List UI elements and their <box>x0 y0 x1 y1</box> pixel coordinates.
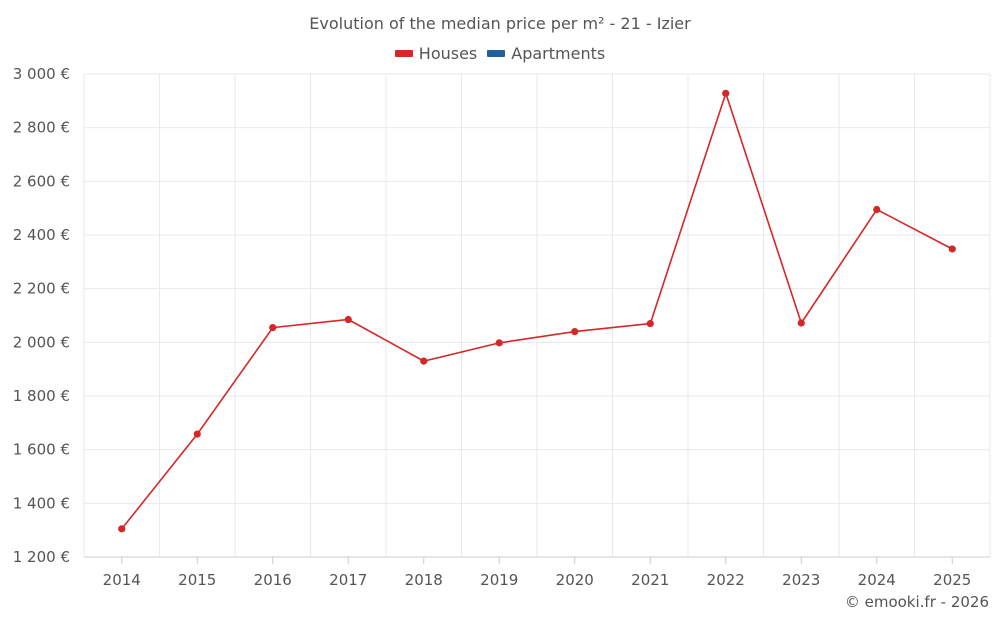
data-point-houses-2019 <box>495 339 503 347</box>
data-point-houses-2022 <box>722 89 730 97</box>
legend-label-houses: Houses <box>418 44 478 63</box>
legend-item-houses[interactable]: Houses <box>394 44 478 63</box>
y-tick-label: 3 000 € <box>13 65 70 83</box>
data-point-houses-2015 <box>193 430 201 438</box>
data-point-houses-2014 <box>118 525 126 533</box>
y-tick-label: 2 400 € <box>13 226 70 244</box>
x-tick-label: 2020 <box>556 571 594 589</box>
x-tick-label: 2024 <box>858 571 896 589</box>
data-point-houses-2023 <box>797 319 805 327</box>
x-tick-label: 2021 <box>631 571 669 589</box>
y-tick-label: 1 400 € <box>13 494 70 512</box>
series-line-houses <box>121 90 953 530</box>
y-tick-label: 2 200 € <box>13 280 70 298</box>
y-tick-label: 1 200 € <box>13 548 70 566</box>
data-point-houses-2018 <box>420 357 428 365</box>
y-tick-label: 2 800 € <box>13 119 70 137</box>
chart-title: Evolution of the median price per m² - 2… <box>309 14 691 33</box>
legend: Houses Apartments <box>0 44 1000 63</box>
x-tick-label: 2025 <box>933 571 971 589</box>
data-point-houses-2016 <box>269 323 277 332</box>
x-tick-label: 2015 <box>178 571 216 589</box>
y-tick-label: 1 600 € <box>13 441 70 459</box>
legend-item-apartments[interactable]: Apartments <box>487 44 605 63</box>
x-tick-label: 2014 <box>103 571 141 589</box>
data-point-houses-2020 <box>571 328 579 336</box>
x-tick-label: 2019 <box>480 571 518 589</box>
x-tick-label: 2023 <box>782 571 820 589</box>
y-tick-label: 2 600 € <box>13 172 70 190</box>
x-tick-label: 2016 <box>254 571 292 589</box>
data-point-houses-2025 <box>948 245 956 253</box>
data-point-houses-2021 <box>646 319 654 328</box>
data-point-houses-2024 <box>873 205 881 214</box>
data-point-houses-2017 <box>344 315 352 324</box>
legend-label-apartments: Apartments <box>511 44 606 63</box>
y-tick-label: 1 800 € <box>13 387 70 405</box>
legend-swatch-houses <box>394 50 413 57</box>
credit-text: © emooki.fr - 2026 <box>844 593 989 611</box>
y-tick-label: 2 000 € <box>13 333 70 351</box>
x-tick-label: 2022 <box>707 571 745 589</box>
x-tick-label: 2017 <box>329 571 367 589</box>
x-tick-label: 2018 <box>405 571 443 589</box>
legend-swatch-apartments <box>487 50 506 57</box>
